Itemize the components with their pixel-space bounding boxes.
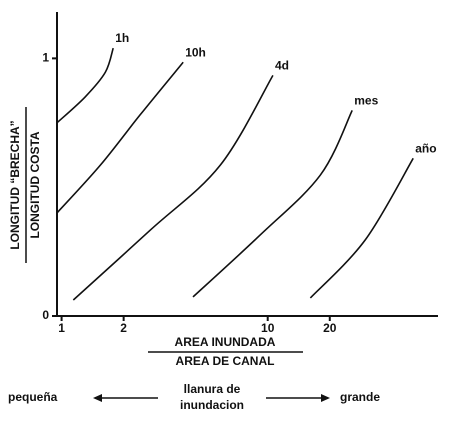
y-tick-label: 0: [42, 308, 49, 322]
note-left: pequeña: [8, 390, 58, 404]
arrow-head: [321, 394, 330, 402]
curve: [56, 61, 184, 214]
x-label-numerator: AREA INUNDADA: [175, 335, 276, 349]
x-tick-label: 2: [120, 321, 127, 335]
curve: [309, 157, 414, 299]
y-label-denominator: LONGITUD COSTA: [28, 131, 42, 238]
series-label: mes: [354, 94, 378, 108]
series-label: 4d: [275, 59, 289, 73]
note-center: llanura de: [184, 382, 241, 396]
x-label-denominator: AREA DE CANAL: [176, 354, 275, 368]
note-right: grande: [340, 390, 380, 404]
series-label: año: [415, 142, 436, 156]
y-label: LONGITUD “BRECHA” LONGITUD COSTA: [8, 107, 42, 263]
curve: [192, 110, 353, 298]
x-tick-label: 10: [261, 321, 275, 335]
x-tick-label: 1: [58, 321, 65, 335]
note-center: inundacion: [180, 398, 244, 412]
curve: [56, 47, 114, 124]
y-tick-label: 1: [42, 51, 49, 65]
arrow-head: [93, 394, 102, 402]
series-label: 10h: [185, 45, 206, 59]
y-label-numerator: LONGITUD “BRECHA”: [8, 120, 22, 249]
x-tick-label: 20: [323, 321, 337, 335]
series-label: 1h: [115, 31, 129, 45]
curve: [72, 74, 274, 301]
